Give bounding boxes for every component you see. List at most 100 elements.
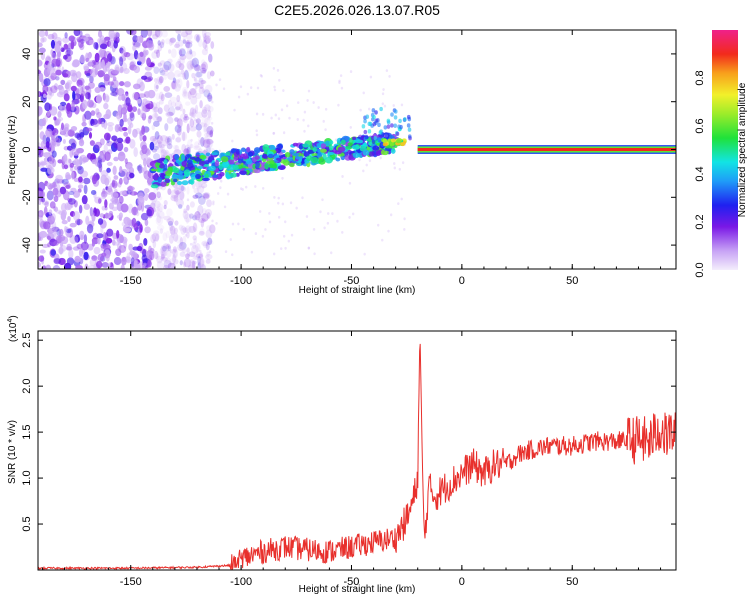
heatmap-cell (88, 39, 95, 45)
heatmap-cell (233, 155, 239, 162)
heatmap-cell (192, 241, 197, 250)
heatmap-cell (189, 201, 195, 208)
heatmap-cell (316, 152, 323, 158)
heatmap-cell (179, 237, 183, 247)
heatmap-cell (160, 245, 164, 254)
heatmap-cell (207, 109, 212, 119)
heatmap-cell (345, 145, 353, 150)
heatmap-cell (47, 164, 53, 175)
heatmap-cell (104, 151, 111, 161)
heatmap-cell (175, 186, 180, 197)
heatmap-cell (182, 235, 187, 245)
heatmap-cell (48, 228, 57, 238)
heatmap-cell (184, 113, 188, 119)
heatmap-cell (53, 240, 59, 246)
heatmap-cell (71, 149, 75, 156)
heatmap-cell (141, 125, 146, 135)
heatmap-cell (232, 164, 239, 171)
heatmap-cell (71, 101, 75, 111)
heatmap-cell (111, 69, 120, 75)
heatmap-cell (195, 64, 200, 70)
heatmap-cell (106, 122, 115, 127)
heatmap-cell (89, 75, 94, 84)
heatmap-cell (393, 115, 398, 120)
heatmap-cell (169, 258, 175, 266)
heatmap-cell (132, 83, 141, 90)
heatmap-cell (235, 148, 240, 155)
heatmap-cell (91, 159, 98, 165)
heatmap-cell (68, 249, 74, 259)
heatmap-cell (183, 208, 188, 214)
heatmap-cell (143, 165, 147, 175)
heatmap-cell (173, 149, 182, 156)
heatmap-cell (207, 237, 213, 245)
heatmap-cell (168, 234, 174, 244)
heatmap-cell (261, 186, 265, 190)
heatmap-cell (108, 262, 112, 267)
heatmap-cell (339, 74, 343, 78)
heatmap-cell (327, 212, 330, 215)
heatmap-cell (298, 144, 304, 150)
heatmap-cell (91, 240, 96, 247)
heatmap-cell (154, 77, 158, 83)
heatmap-cell (45, 128, 53, 138)
heatmap-cell (78, 176, 83, 183)
heatmap-cell (142, 135, 147, 142)
heatmap-cell (180, 69, 185, 75)
heatmap-cell (69, 211, 76, 217)
heatmap-cell (201, 213, 209, 222)
heatmap-cell (121, 49, 127, 57)
heatmap-cell (62, 190, 70, 201)
heatmap-cell (153, 145, 159, 151)
heatmap-cell (70, 126, 78, 132)
heatmap-cell (139, 81, 145, 92)
heatmap-cell (348, 216, 351, 219)
heatmap-cell (312, 147, 317, 153)
heatmap-cell (144, 226, 151, 234)
heatmap-cell (169, 249, 178, 254)
heatmap-cell (120, 168, 129, 178)
heatmap-cell (278, 155, 283, 159)
heatmap-cell (158, 62, 162, 71)
heatmap-cell (123, 52, 131, 58)
heatmap-cell (101, 205, 106, 211)
heatmap-cell (165, 111, 174, 118)
heatmap-cell (50, 249, 56, 256)
heatmap-cell (209, 224, 216, 234)
snr-x-tick-label: 50 (566, 576, 578, 588)
heatmap-cell (160, 145, 165, 154)
heatmap-cell (174, 106, 181, 111)
heatmap-cell (198, 77, 204, 83)
heatmap-cell (118, 195, 124, 204)
heatmap-cell (190, 138, 193, 142)
heatmap-cell (208, 130, 214, 138)
heatmap-cell (57, 234, 66, 242)
heatmap-cell (118, 244, 127, 253)
heatmap-cell (324, 107, 328, 111)
heatmap-cell (51, 213, 56, 222)
heatmap-cell (381, 238, 384, 242)
heatmap-cell (199, 228, 205, 235)
heatmap-cell (103, 93, 110, 103)
heatmap-cell (52, 265, 61, 269)
heatmap-cell (387, 229, 390, 233)
heatmap-cell (163, 247, 170, 253)
heatmap-cell (46, 190, 54, 201)
heatmap-cell (178, 241, 187, 250)
heatmap-cell (155, 144, 164, 154)
heatmap-cell (184, 225, 192, 234)
heatmap-cell (190, 63, 196, 70)
heatmap-cell (92, 144, 100, 154)
heatmap-cell (129, 138, 136, 149)
heatmap-cell (179, 244, 186, 252)
heatmap-cell (182, 36, 187, 44)
heatmap-cell (83, 251, 89, 261)
heatmap-cell (195, 118, 201, 124)
heatmap-cell (193, 251, 200, 260)
heatmap-cell (86, 152, 93, 160)
heatmap-cell (153, 106, 159, 113)
heatmap-cell (368, 159, 372, 163)
heatmap-cell (103, 102, 109, 110)
heatmap-cell (163, 159, 168, 165)
heatmap-cell (255, 112, 259, 116)
